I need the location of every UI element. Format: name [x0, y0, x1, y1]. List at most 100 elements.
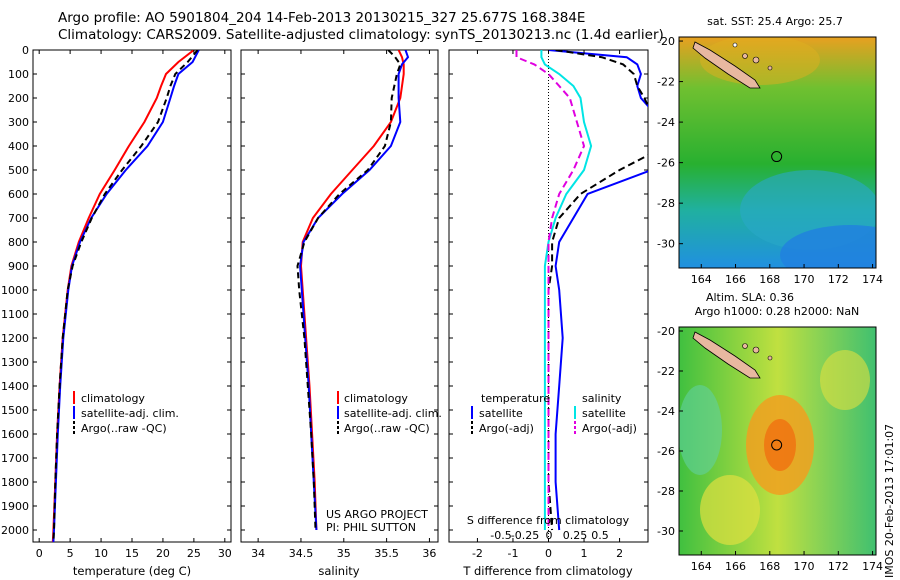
series-line-2 [52, 50, 199, 542]
map-y-tick-label: -24 [657, 116, 675, 129]
x-tick-label: 34.5 [289, 547, 314, 560]
map-x-tick-label: 166 [725, 273, 746, 286]
map-y-tick-label: -26 [657, 445, 675, 458]
map-x-tick-label: 166 [725, 560, 746, 573]
sla-title-line-1: Altim. SLA: 0.36 [706, 291, 794, 304]
imos-watermark: IMOS 20-Feb-2013 17:01:07 [883, 424, 896, 578]
s-tick-label: 0 [546, 529, 553, 542]
x-tick-label: 0 [36, 547, 43, 560]
header-line-2: Climatology: CARS2009. Satellite-adjuste… [58, 27, 664, 43]
map-y-tick-label: -26 [657, 157, 675, 170]
series-line-1 [547, 50, 648, 531]
project-annotation: US ARGO PROJECT [326, 508, 428, 521]
legend-title-salinity: salinity [582, 392, 622, 405]
depth-tick-label: 1200 [1, 332, 29, 345]
depth-tick-label: 1100 [1, 308, 29, 321]
legend-s-argo: Argo(-adj) [582, 422, 637, 435]
sla-title-line-2: Argo h1000: 0.28 h2000: NaN [695, 305, 860, 318]
sla-map-axes: 164 166 168 170 172 174 -20 -22 -24 -26 -28 -30 [657, 325, 883, 573]
map-x-tick-label: 164 [691, 560, 712, 573]
depth-tick-label: 600 [8, 188, 29, 201]
depth-tick-label: 1400 [1, 380, 29, 393]
map-y-tick-label: -30 [657, 525, 675, 538]
x-tick-label: 2 [616, 547, 623, 560]
pi-annotation: PI: PHIL SUTTON [326, 521, 416, 534]
legend-s-satellite: satellite [582, 407, 626, 420]
legend-argo: Argo(..raw -QC) [344, 422, 430, 435]
legend-t-argo: Argo(-adj) [479, 422, 534, 435]
depth-tick-label: 200 [8, 92, 29, 105]
argo-float-marker-icon [771, 151, 783, 163]
sst-map-axes: 164 166 168 170 172 174 -20 -22 -24 -26 -28 -30 [657, 35, 883, 286]
series-line-2 [296, 50, 402, 531]
map-y-tick-label: -20 [657, 35, 675, 48]
s-difference-label: S difference from climatology [467, 514, 630, 527]
x-tick-label: 15 [125, 547, 139, 560]
depth-tick-label: 700 [8, 212, 29, 225]
new-caledonia-landmass [692, 331, 761, 379]
difference-xlabel: T difference from climatology [462, 564, 633, 578]
new-caledonia-landmass [692, 41, 761, 89]
map-y-tick-label: -24 [657, 405, 675, 418]
legend-satellite: satellite-adj. clim. [81, 407, 179, 420]
depth-tick-label: 1700 [1, 452, 29, 465]
x-tick-label: 1 [581, 547, 588, 560]
series-line-1 [52, 50, 200, 542]
x-tick-label: 30 [218, 547, 232, 560]
x-tick-label: 36 [422, 547, 436, 560]
map-y-tick-label: -20 [657, 325, 675, 338]
depth-tick-label: 1800 [1, 476, 29, 489]
series-line-0 [548, 50, 648, 531]
salinity-profiles [296, 50, 410, 531]
depth-tick-label: 1600 [1, 428, 29, 441]
depth-tick-label: 1900 [1, 500, 29, 513]
x-tick-label: 5 [67, 547, 74, 560]
map-x-tick-label: 174 [862, 273, 883, 286]
depth-axis: 0 100 200 300 400 500 600 700 800 900 1000 1100 1200… [1, 44, 648, 537]
difference-profiles [515, 50, 648, 531]
legend-satellite: satellite-adj. clim. [344, 407, 442, 420]
depth-tick-label: 400 [8, 140, 29, 153]
legend-t-satellite: satellite [479, 407, 523, 420]
series-line-3 [515, 50, 586, 530]
depth-tick-label: 1000 [1, 284, 29, 297]
s-tick-label: -0.25 [511, 529, 539, 542]
x-tick-label: 20 [156, 547, 170, 560]
argo-float-marker-icon [771, 439, 783, 451]
s-tick-label: -0.5 [490, 529, 511, 542]
map-x-tick-label: 168 [759, 560, 780, 573]
x-tick-label: 0 [545, 547, 552, 560]
x-tick-label: 35.5 [374, 547, 399, 560]
series-line-2 [540, 50, 593, 530]
legend-climatology: climatology [81, 392, 145, 405]
x-tick-label: 10 [94, 547, 108, 560]
depth-tick-label: 0 [22, 44, 29, 57]
depth-tick-label: 2000 [1, 524, 29, 537]
map-y-tick-label: -22 [657, 76, 675, 89]
x-tick-label: 35 [337, 547, 351, 560]
s-tick-label: 0.5 [591, 529, 609, 542]
temperature-profiles [51, 50, 200, 542]
sst-map-title: sat. SST: 25.4 Argo: 25.7 [707, 15, 843, 28]
s-tick-label: 0.25 [563, 529, 588, 542]
salinity-xlabel: salinity [318, 564, 359, 578]
map-x-tick-label: 174 [862, 560, 883, 573]
depth-tick-label: 300 [8, 116, 29, 129]
x-tick-label: 34 [251, 547, 265, 560]
temperature-legend: climatology satellite-adj. clim. Argo(..… [73, 391, 179, 435]
depth-tick-label: 900 [8, 260, 29, 273]
depth-tick-label: 500 [8, 164, 29, 177]
map-y-tick-label: -30 [657, 238, 675, 251]
map-x-tick-label: 172 [828, 273, 849, 286]
salinity-legend: climatology satellite-adj. clim. Argo(..… [326, 391, 442, 534]
x-tick-label: 25 [187, 547, 201, 560]
sst-map [679, 37, 876, 268]
map-x-tick-label: 168 [759, 273, 780, 286]
sla-map [679, 327, 876, 555]
map-x-tick-label: 170 [794, 273, 815, 286]
map-x-tick-label: 170 [794, 560, 815, 573]
depth-tick-label: 1500 [1, 404, 29, 417]
map-y-tick-label: -22 [657, 365, 675, 378]
depth-tick-label: 1300 [1, 356, 29, 369]
